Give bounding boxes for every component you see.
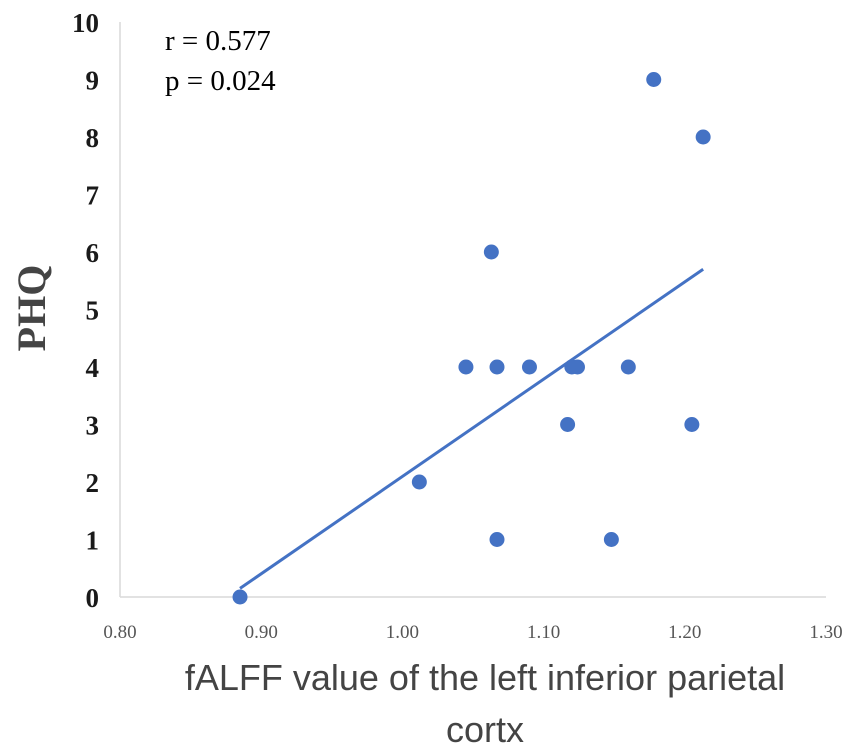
data-point: [489, 359, 505, 375]
x-tick-label: 1.00: [386, 622, 419, 643]
data-point: [695, 129, 711, 145]
y-tick-label: 0: [86, 583, 100, 613]
y-tick-labels: 0 1 2 3 4 5 6 7 8 9 10: [72, 8, 99, 613]
data-point: [569, 359, 585, 375]
trendline-group: [239, 268, 705, 590]
data-point: [684, 417, 700, 432]
data-point: [489, 532, 505, 547]
x-tick-label: 1.10: [527, 622, 560, 643]
stat-p: p = 0.024: [165, 65, 276, 97]
x-tick-label: 1.30: [809, 622, 842, 643]
x-axis-label-line-1: fALFF value of the left inferior parieta…: [185, 657, 785, 698]
x-axis-label-line-2: cortx: [446, 709, 524, 750]
y-tick-label: 8: [86, 123, 100, 153]
y-tick-label: 10: [72, 8, 99, 38]
y-tick-label: 9: [86, 66, 100, 96]
data-point: [232, 589, 248, 605]
y-axis-label: PHQ: [9, 265, 54, 352]
y-tick-label: 7: [86, 181, 100, 211]
data-point: [646, 72, 662, 87]
y-tick-label: 5: [86, 296, 100, 326]
data-point: [560, 417, 576, 432]
stat-r: r = 0.577: [165, 25, 271, 57]
data-point: [411, 474, 427, 490]
y-tick-label: 3: [86, 411, 100, 441]
data-point: [620, 359, 636, 375]
x-tick-label: 0.80: [103, 622, 136, 643]
y-tick-label: 4: [86, 353, 100, 383]
data-point: [458, 359, 474, 375]
y-tick-label: 6: [86, 238, 100, 268]
y-tick-label: 1: [86, 526, 100, 556]
x-tick-label: 1.20: [668, 622, 701, 643]
data-point: [483, 244, 499, 260]
x-tick-label: 0.90: [245, 622, 278, 643]
trendline: [239, 268, 705, 590]
data-point: [521, 359, 537, 375]
x-tick-labels: 0.80 0.90 1.00 1.10 1.20 1.30: [103, 622, 842, 643]
axes: [119, 22, 826, 598]
data-point: [603, 532, 619, 547]
data-points: [232, 72, 711, 605]
y-tick-label: 2: [86, 468, 100, 498]
